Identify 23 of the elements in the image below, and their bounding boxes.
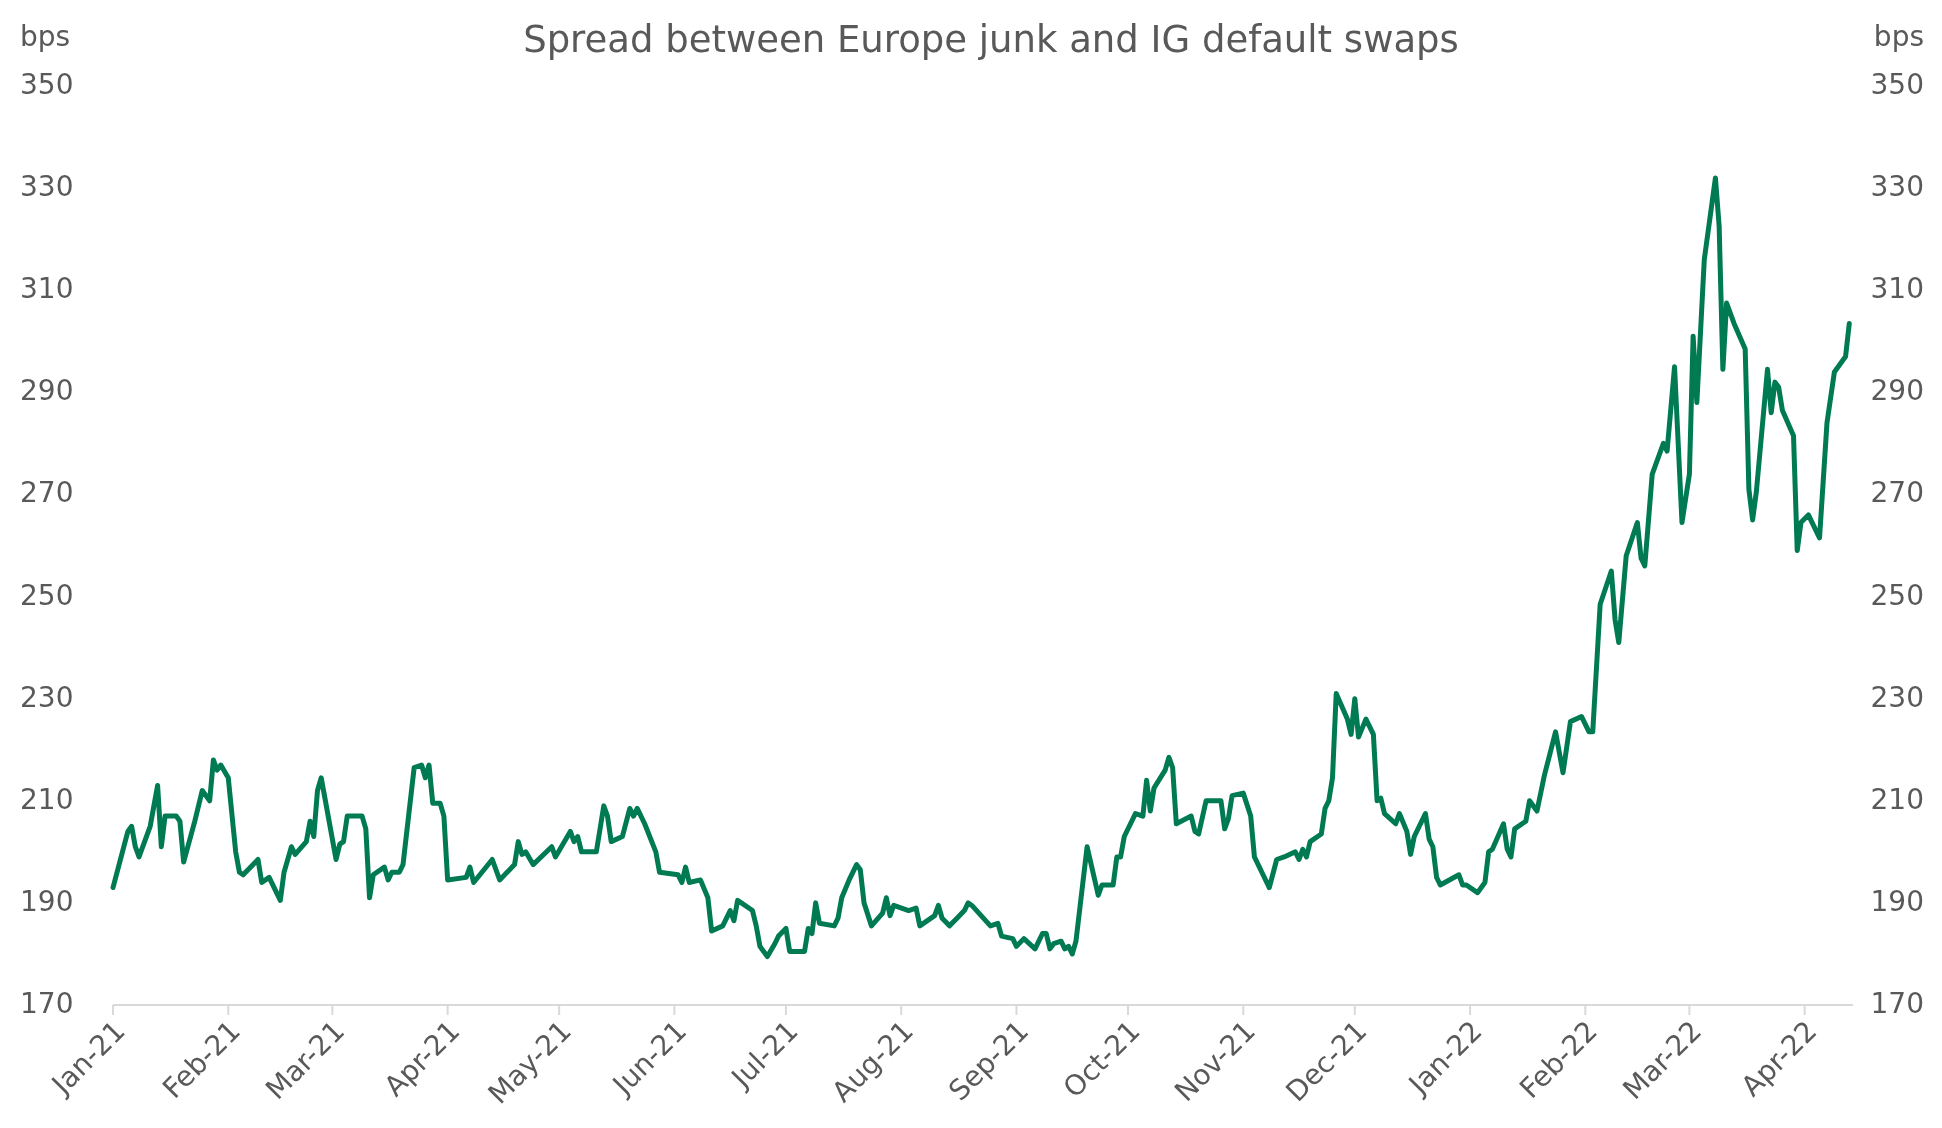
y-axis-title: bps	[20, 20, 71, 53]
y2-tick-label: 330	[1870, 170, 1924, 204]
y2-tick-label: 170	[1870, 987, 1924, 1020]
y-tick-label: 310	[20, 272, 74, 306]
y2-tick-label: 350	[1870, 68, 1924, 101]
y2-tick-label: 230	[1870, 680, 1924, 714]
y-tick-label: 230	[20, 680, 74, 714]
y-tick-label: 190	[20, 884, 74, 918]
y-tick-label: 350	[20, 68, 74, 101]
y-tick-label: 170	[20, 987, 74, 1020]
y2-tick-label: 290	[1870, 374, 1924, 408]
y-tick-label: 250	[20, 578, 74, 612]
y2-tick-label: 190	[1870, 884, 1924, 918]
y2-axis-title: bps	[1873, 20, 1924, 53]
y2-tick-label: 210	[1870, 782, 1924, 816]
y-tick-label: 270	[20, 476, 74, 510]
chart-title: Spread between Europe junk and IG default swaps	[523, 18, 1459, 61]
y-tick-label: 210	[20, 782, 74, 816]
y-tick-label: 330	[20, 170, 74, 204]
y2-tick-label: 270	[1870, 476, 1924, 510]
y2-tick-label: 310	[1870, 272, 1924, 306]
y2-tick-label: 250	[1870, 578, 1924, 612]
y-tick-label: 290	[20, 374, 74, 408]
